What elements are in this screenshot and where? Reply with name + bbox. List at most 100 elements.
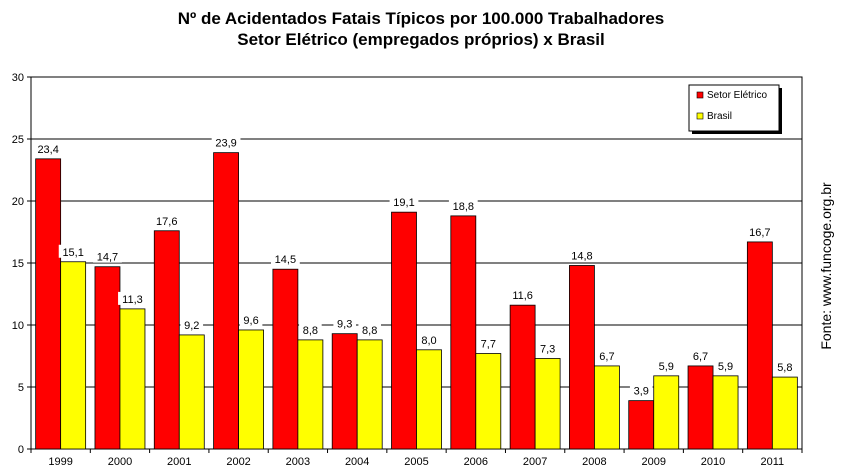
bar-brasil: [416, 349, 442, 450]
data-label-bg: [389, 195, 419, 209]
chart-title: Nº de Acidentados Fatais Típicos por 100…: [177, 9, 665, 28]
data-label-bg: [595, 348, 619, 362]
data-label-bg: [714, 358, 737, 372]
y-tick-label: 15: [12, 258, 24, 270]
data-label-bg: [536, 341, 559, 355]
x-tick-label: 2000: [108, 456, 132, 466]
bar-setor-eletrico: [94, 266, 121, 450]
x-tick-label: 2010: [701, 456, 725, 466]
data-label-bg: [745, 224, 775, 238]
bar-setor-eletrico: [450, 215, 477, 450]
data-label: 5,9: [659, 361, 674, 373]
data-label-bg: [33, 141, 63, 155]
x-tick-label: 2009: [641, 456, 665, 466]
x-tick-label: 2005: [404, 456, 428, 466]
bar-setor-eletrico: [272, 268, 299, 450]
bar-brasil: [119, 308, 146, 450]
bar-setor-eletrico: [569, 265, 595, 450]
data-label: 9,3: [337, 319, 352, 331]
bar-brasil: [297, 339, 324, 450]
data-label: 17,6: [156, 216, 177, 228]
data-label-bg: [567, 248, 597, 262]
x-tick-label: 2001: [167, 456, 191, 466]
bar-setor-eletrico: [391, 211, 417, 450]
legend-box: [688, 84, 780, 132]
data-label: 11,3: [122, 294, 143, 306]
bar-setor-eletrico: [153, 230, 180, 450]
data-label: 5,8: [777, 362, 792, 374]
data-label: 7,7: [481, 339, 496, 351]
data-label-bg: [211, 135, 241, 149]
y-tick-label: 20: [12, 196, 24, 208]
data-label-bg: [180, 317, 204, 331]
x-tick-label: 2007: [523, 456, 547, 466]
legend-label: Setor Elétrico: [707, 90, 767, 101]
y-tick-label: 5: [18, 382, 24, 394]
data-label-bg: [358, 322, 381, 336]
data-label: 14,8: [571, 250, 592, 262]
source-label: Fonte: www.funcoge.org.br: [818, 182, 834, 350]
data-label-bg: [508, 288, 538, 302]
data-label: 7,3: [540, 343, 555, 355]
data-label-bg: [417, 332, 441, 346]
bar-brasil: [653, 375, 680, 450]
bar-brasil: [771, 376, 798, 450]
chart-subtitle: Setor Elétrico (empregados próprios) x B…: [237, 30, 605, 49]
data-label-bg: [333, 316, 356, 330]
bar-setor-eletrico: [35, 158, 62, 450]
bar-brasil: [238, 329, 264, 450]
data-label: 19,1: [393, 197, 414, 209]
data-label: 3,9: [634, 386, 649, 398]
data-label-bg: [152, 213, 182, 227]
x-tick-label: 2011: [761, 456, 785, 466]
bar-brasil: [534, 358, 561, 450]
bar-brasil: [712, 375, 739, 450]
bar-setor-eletrico: [213, 152, 239, 450]
data-label: 6,7: [599, 351, 614, 363]
bar-brasil: [178, 334, 205, 450]
data-label: 5,9: [718, 361, 733, 373]
bar-brasil: [475, 353, 502, 450]
y-tick-label: 10: [12, 320, 24, 332]
bar-setor-eletrico: [628, 400, 655, 450]
data-label-bg: [773, 360, 797, 374]
data-label: 16,7: [749, 227, 770, 239]
x-tick-label: 2002: [226, 456, 250, 466]
y-tick-label: 30: [12, 72, 24, 84]
x-tick-label: 2004: [345, 456, 369, 466]
data-label: 11,6: [512, 290, 533, 302]
data-label: 14,7: [97, 252, 118, 264]
x-tick-label: 2003: [286, 456, 310, 466]
x-tick-label: 1999: [48, 456, 72, 466]
data-label-bg: [689, 348, 712, 362]
y-tick-label: 25: [12, 134, 24, 146]
legend-label: Brasil: [707, 111, 732, 122]
data-label-bg: [93, 249, 122, 263]
bar-brasil: [594, 365, 620, 450]
bar-brasil: [60, 261, 87, 450]
data-label: 8,0: [421, 335, 436, 347]
bar-setor-eletrico: [687, 365, 714, 450]
x-tick-label: 2006: [464, 456, 488, 466]
data-label-bg: [654, 358, 678, 372]
data-label: 18,8: [453, 201, 474, 213]
bar-brasil: [356, 339, 383, 450]
data-label: 15,1: [62, 247, 83, 259]
data-label-bg: [239, 312, 263, 326]
data-label-bg: [299, 322, 322, 336]
bar-setor-eletrico: [746, 241, 773, 450]
bar-setor-eletrico: [509, 304, 536, 450]
data-label: 9,6: [243, 315, 258, 327]
data-label: 8,8: [303, 325, 318, 337]
data-label-bg: [118, 291, 147, 305]
data-label-bg: [448, 198, 478, 212]
data-label: 6,7: [693, 351, 708, 363]
bar-setor-eletrico: [331, 333, 358, 450]
x-tick-label: 2008: [582, 456, 606, 466]
data-label: 23,9: [215, 138, 236, 150]
data-label-bg: [629, 383, 653, 397]
data-label-bg: [58, 244, 88, 258]
data-label-bg: [270, 252, 300, 266]
legend-swatch: [696, 91, 704, 99]
